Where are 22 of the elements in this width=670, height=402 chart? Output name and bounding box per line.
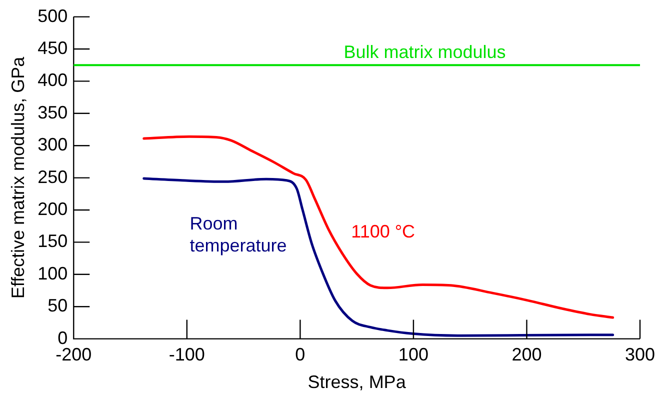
series-label: Room temperature xyxy=(190,213,287,256)
y-tick-label: 150 xyxy=(38,231,68,252)
y-tick-label: 200 xyxy=(38,198,68,219)
y-tick-label: 500 xyxy=(38,6,68,26)
y-tick-label: 350 xyxy=(38,102,68,122)
x-tick-label: 0 xyxy=(295,344,306,365)
y-axis-title: Effective matrix modulus, GPa xyxy=(8,56,28,299)
x-tick-label: 100 xyxy=(398,344,428,365)
series-label: 1100 °C xyxy=(351,222,416,242)
line-series xyxy=(142,135,614,319)
y-tick-label: 250 xyxy=(38,166,68,187)
line-series xyxy=(142,177,614,337)
y-tick-label: 100 xyxy=(38,263,68,284)
y-tick-label: 400 xyxy=(38,70,68,90)
y-tick-label: 50 xyxy=(48,296,68,316)
x-tick-label: 200 xyxy=(512,344,542,365)
x-tick-label: -100 xyxy=(168,344,205,365)
ref-line-label: Bulk matrix modulus xyxy=(344,42,506,62)
x-axis-title: Stress, MPa xyxy=(308,372,407,392)
y-tick-label: 300 xyxy=(38,134,68,155)
x-tick-label: 300 xyxy=(624,344,656,365)
y-tick-label: 450 xyxy=(38,38,68,58)
